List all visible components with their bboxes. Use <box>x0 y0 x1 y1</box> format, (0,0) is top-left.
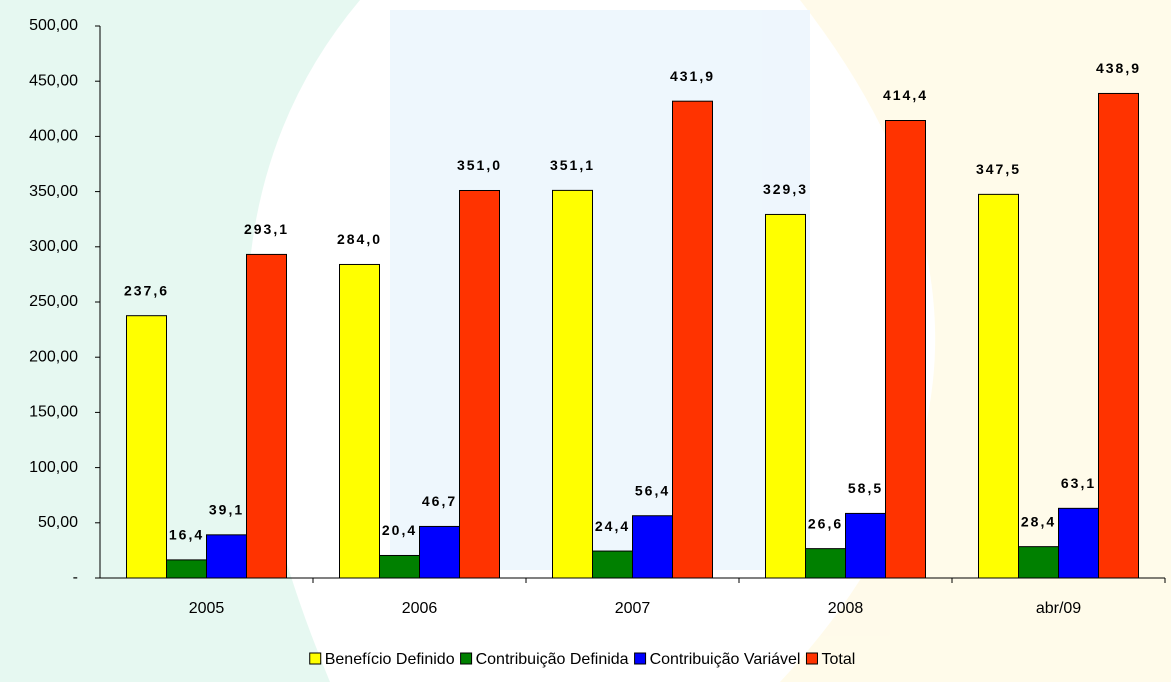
y-tick-label: 200,00 <box>29 348 78 365</box>
value-label: 16,4 <box>169 527 204 543</box>
bar <box>246 253 287 579</box>
bar <box>339 263 380 579</box>
y-tick-label: 300,00 <box>29 238 78 255</box>
value-label: 58,5 <box>848 480 883 496</box>
bar <box>1098 92 1139 579</box>
legend-label: Benefício Definido <box>325 651 455 668</box>
bar <box>419 525 460 579</box>
bar <box>126 315 167 579</box>
y-tick-label: - <box>73 569 78 586</box>
bar <box>206 534 247 579</box>
y-tick-label: 150,00 <box>29 404 78 421</box>
bar <box>978 193 1019 579</box>
y-tick-label: 50,00 <box>38 514 78 531</box>
value-label: 351,1 <box>550 157 595 173</box>
y-tick-label: 450,00 <box>29 72 78 89</box>
legend-swatch <box>460 652 473 665</box>
value-label: 24,4 <box>595 518 630 534</box>
value-label: 39,1 <box>209 502 244 518</box>
y-tick-label: 350,00 <box>29 183 78 200</box>
legend-swatch <box>309 652 322 665</box>
bar <box>632 515 673 579</box>
value-label: 431,9 <box>670 68 715 84</box>
value-label: 63,1 <box>1061 475 1096 491</box>
legend-swatch <box>634 652 647 665</box>
y-tick-label: 500,00 <box>29 17 78 34</box>
bar <box>592 550 633 579</box>
value-label: 351,0 <box>457 157 502 173</box>
bar <box>459 189 500 579</box>
y-tick-label: 400,00 <box>29 128 78 145</box>
x-tick-label: 2008 <box>828 600 864 617</box>
bar <box>552 189 593 579</box>
x-tick-label: 2006 <box>402 600 438 617</box>
value-label: 26,6 <box>808 515 843 531</box>
y-tick-label: 100,00 <box>29 459 78 476</box>
legend-label: Contribuição Definida <box>476 651 629 668</box>
value-label: 329,3 <box>763 181 808 197</box>
value-label: 56,4 <box>635 482 670 498</box>
value-label: 20,4 <box>382 522 417 538</box>
bar <box>166 559 207 579</box>
x-tick-label: 2005 <box>189 600 225 617</box>
bar <box>805 548 846 579</box>
bar <box>1018 546 1059 579</box>
value-label: 28,4 <box>1021 513 1056 529</box>
value-label: 46,7 <box>422 493 457 509</box>
value-label: 438,9 <box>1096 60 1141 76</box>
legend-label: Total <box>821 651 855 668</box>
bar <box>885 120 926 579</box>
bar <box>845 512 886 579</box>
value-label: 293,1 <box>244 221 289 237</box>
x-tick-label: 2007 <box>615 600 651 617</box>
legend-label: Contribuição Variável <box>650 651 801 668</box>
bar <box>765 213 806 579</box>
bar <box>1058 507 1099 579</box>
value-label: 414,4 <box>883 87 928 103</box>
value-label: 237,6 <box>124 282 169 298</box>
legend-swatch <box>805 652 818 665</box>
bar <box>379 554 420 579</box>
bar <box>672 100 713 579</box>
value-label: 284,0 <box>337 231 382 247</box>
value-label: 347,5 <box>976 161 1021 177</box>
x-tick-label: abr/09 <box>1036 600 1081 617</box>
y-tick-label: 250,00 <box>29 293 78 310</box>
